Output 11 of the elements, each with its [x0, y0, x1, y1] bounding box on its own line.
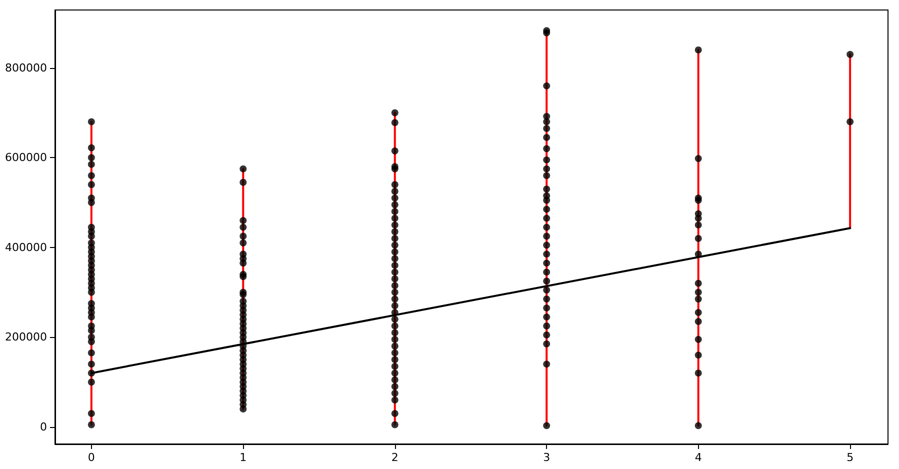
- y-tick-label: 200000: [5, 330, 47, 344]
- x-tick-label: 5: [846, 451, 854, 464]
- y-tick-label: 800000: [5, 61, 47, 74]
- x-tick-label: 1: [240, 451, 247, 464]
- x-tick-label: 4: [694, 451, 702, 464]
- y-tick-label: 0: [40, 420, 47, 434]
- y-tick-label: 400000: [5, 240, 47, 254]
- y-tick-label: 600000: [5, 151, 47, 164]
- x-tick-label: 2: [391, 451, 398, 464]
- x-tick-label: 0: [88, 451, 95, 464]
- x-tick-label: 3: [543, 451, 550, 464]
